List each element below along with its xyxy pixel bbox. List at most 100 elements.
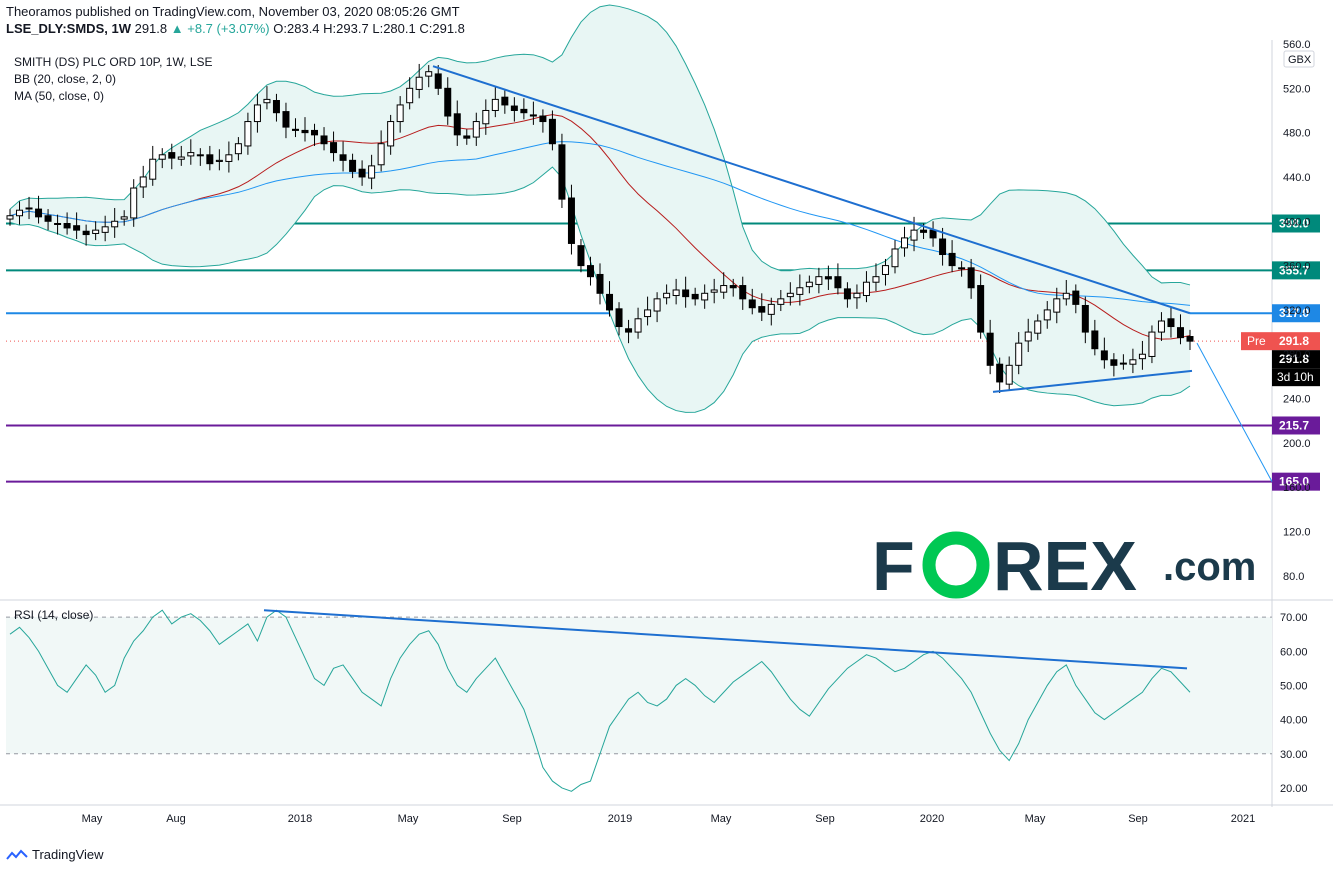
chart-title[interactable]: SMITH (DS) PLC ORD 10P, 1W, LSE bbox=[14, 55, 213, 69]
candle-body bbox=[1072, 290, 1080, 305]
bb-upper bbox=[9, 4, 1191, 286]
time-tick-label: 2018 bbox=[288, 813, 312, 825]
candle-body bbox=[910, 229, 918, 241]
low-value: 280.1 bbox=[383, 21, 416, 36]
candle-body bbox=[101, 226, 109, 233]
time-tick-label: 2020 bbox=[920, 813, 944, 825]
candle-body bbox=[606, 293, 614, 311]
price-axis: 80.0 120.0 160.0 200.0 240.0 280.0 320.0 360.0 4… bbox=[1283, 39, 1315, 583]
candle-body bbox=[586, 265, 594, 278]
candle-body bbox=[1110, 359, 1118, 366]
candle-body bbox=[491, 98, 499, 111]
bb-legend[interactable]: BB (20, close, 2, 0) bbox=[14, 72, 117, 86]
candle-body bbox=[853, 292, 861, 299]
candle-body bbox=[682, 289, 690, 298]
price-tick-label: 560.0 bbox=[1283, 39, 1311, 51]
tradingview-icon bbox=[6, 849, 28, 860]
candle-body bbox=[1015, 342, 1023, 366]
rsi-tick-label: 60.00 bbox=[1280, 646, 1308, 658]
price-tick-label: 400.0 bbox=[1283, 216, 1311, 228]
level-label-bg bbox=[1272, 261, 1320, 280]
candle-body bbox=[368, 165, 376, 179]
candle-body bbox=[301, 129, 309, 134]
level-label-bg bbox=[1272, 472, 1320, 491]
tradingview-logo[interactable]: TradingView bbox=[6, 847, 104, 862]
price-tick-label: 480.0 bbox=[1283, 128, 1311, 140]
candle-body bbox=[986, 332, 994, 366]
candle-body bbox=[501, 96, 509, 106]
candle-body bbox=[25, 207, 33, 210]
candle-body bbox=[54, 222, 62, 225]
candle-body bbox=[967, 267, 975, 289]
candle-body bbox=[244, 121, 252, 147]
price-tick-label: 80.0 bbox=[1283, 571, 1304, 583]
candle-body bbox=[872, 276, 880, 283]
level-label: 317.0 bbox=[1279, 306, 1309, 320]
candle-body bbox=[272, 100, 280, 114]
candle-body bbox=[139, 176, 147, 188]
watermark-rex: REX bbox=[993, 527, 1137, 605]
pre-price-bg bbox=[1272, 332, 1320, 351]
time-tick-label: 2019 bbox=[608, 813, 632, 825]
ma-legend[interactable]: MA (50, close, 0) bbox=[14, 89, 105, 103]
candle-body bbox=[1167, 318, 1175, 328]
candle-body bbox=[843, 288, 851, 300]
candle-body bbox=[520, 108, 528, 114]
candle-body bbox=[920, 229, 928, 233]
candle-body bbox=[149, 158, 157, 180]
time-tick-label: Sep bbox=[1128, 813, 1148, 825]
candle-body bbox=[158, 154, 166, 160]
candle-body bbox=[824, 276, 832, 280]
candle-body bbox=[177, 156, 185, 160]
candle-body bbox=[453, 113, 461, 136]
price-tick-label: 280.0 bbox=[1283, 349, 1311, 361]
candle-body bbox=[710, 289, 718, 293]
candle-body bbox=[977, 285, 985, 333]
candle-body bbox=[168, 152, 176, 159]
level-label-bg bbox=[1272, 304, 1320, 323]
candle-body bbox=[120, 216, 128, 220]
time-tick-label: 2021 bbox=[1231, 813, 1255, 825]
candle-body bbox=[111, 220, 119, 228]
last-price: 291.8 bbox=[134, 21, 168, 36]
time-axis: May Aug 2018 May Sep 2019 May Sep 2020 May Sep 2021 bbox=[82, 813, 1256, 825]
candle-body bbox=[996, 363, 1004, 383]
symbol-label: LSE_DLY:SMDS, 1W bbox=[6, 21, 131, 36]
candle-body bbox=[881, 265, 889, 275]
candle-body bbox=[1081, 304, 1089, 333]
level-label: 355.7 bbox=[1279, 263, 1309, 277]
candle-body bbox=[406, 87, 414, 104]
candle-body bbox=[358, 168, 366, 178]
candle-body bbox=[777, 298, 785, 305]
rsi-tick-label: 20.00 bbox=[1280, 783, 1308, 795]
rsi-tick-label: 70.00 bbox=[1280, 612, 1308, 624]
candle-body bbox=[529, 114, 537, 117]
candle-body bbox=[282, 111, 290, 128]
candle-body bbox=[73, 225, 81, 231]
rsi-trendline bbox=[263, 609, 1188, 670]
candle-body bbox=[1005, 364, 1013, 385]
candle-body bbox=[1119, 362, 1127, 365]
level-label-bg bbox=[1272, 214, 1320, 233]
candle-body bbox=[92, 229, 100, 234]
candle-body bbox=[463, 135, 471, 139]
countdown: 3d 10h bbox=[1277, 370, 1314, 384]
rsi-band-fill bbox=[6, 617, 1272, 754]
pre-tag: Pre bbox=[1247, 334, 1266, 348]
price-change: ▲ +8.7 (+3.07%) bbox=[170, 21, 270, 36]
candle-body bbox=[958, 267, 966, 270]
candle-body bbox=[263, 98, 271, 104]
rsi-legend[interactable]: RSI (14, close) bbox=[14, 608, 94, 622]
rsi-tick-label: 40.00 bbox=[1280, 715, 1308, 727]
candle-body bbox=[862, 281, 870, 297]
open-label: O: bbox=[273, 21, 287, 36]
time-tick-label: May bbox=[82, 813, 103, 825]
open-value: 283.4 bbox=[287, 21, 320, 36]
unit-label: GBX bbox=[1288, 54, 1312, 66]
candle-body bbox=[596, 273, 604, 294]
candle-body bbox=[786, 292, 794, 298]
rsi-pane: 20.00 30.00 40.00 50.00 60.00 70.00 bbox=[6, 609, 1308, 795]
level-label-bg bbox=[1272, 416, 1320, 435]
close-value: 291.8 bbox=[432, 21, 465, 36]
